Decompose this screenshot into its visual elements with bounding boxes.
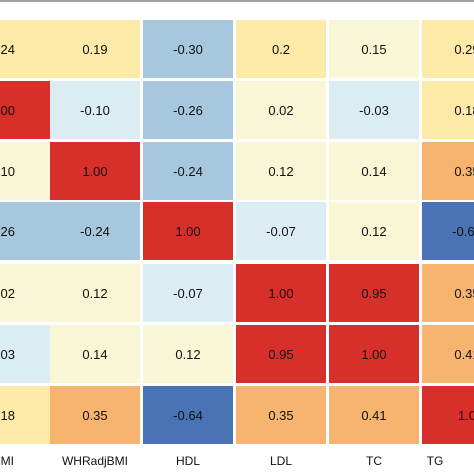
heatmap-cell-label: 00 [1,103,15,118]
heatmap-cell-label: -0.64 [452,224,474,239]
heatmap-cell-label: 0.02 [268,103,293,118]
heatmap-cell [143,202,233,260]
x-axis-tick-label: LDL [270,454,292,468]
heatmap-cell-label: 1.00 [175,224,200,239]
heatmap-cell-label: 0.35 [454,164,474,179]
heatmap-cell-label: 0.29 [454,42,474,57]
heatmap-cell [50,325,140,383]
heatmap-cell [329,264,419,322]
heatmap-cell-label: 18 [1,408,15,423]
heatmap-cell [0,386,50,444]
heatmap-cell-label: 0.41 [361,408,386,423]
heatmap-cell-label: 0.12 [175,347,200,362]
heatmap-cell [143,20,233,78]
heatmap-cell-label: 0.12 [82,286,107,301]
heatmap-cell-label: -0.10 [80,103,110,118]
heatmap-cell [143,142,233,200]
heatmap-cell [143,325,233,383]
heatmap-cell-label: 0.35 [268,408,293,423]
heatmap-cell [422,81,474,139]
heatmap-cell [422,264,474,322]
heatmap-cell [422,386,474,444]
heatmap-cell-label: -0.24 [173,164,203,179]
heatmap-cell [50,142,140,200]
heatmap-cell-label: 1.0 [458,408,474,423]
heatmap-cell-label: -0.26 [173,103,203,118]
heatmap-cell-label: 0.19 [82,42,107,57]
heatmap-cell [236,202,326,260]
heatmap-cell [50,386,140,444]
heatmap-cell-label: .24 [0,42,15,57]
heatmap-cell-label: -0.24 [80,224,110,239]
heatmap-cell [0,142,50,200]
heatmap-cell-label: 0.12 [268,164,293,179]
heatmap-cell [143,386,233,444]
heatmap-cell-label: 0.18 [454,103,474,118]
heatmap-cell [236,264,326,322]
heatmap-cell [329,202,419,260]
x-axis-tick-label: MI [1,454,14,468]
heatmap-cell [0,325,50,383]
x-axis-tick-label: TC [366,454,382,468]
heatmap-cell [50,81,140,139]
heatmap-cell-label: 0.14 [82,347,107,362]
heatmap-cell-label: 26 [1,224,15,239]
heatmap-cell-label: 0.12 [361,224,386,239]
heatmap-cell [0,202,50,260]
heatmap-cell-label: -0.30 [173,42,203,57]
heatmap-cell [236,325,326,383]
heatmap-cell [50,20,140,78]
heatmap-cell-label: 1.00 [82,164,107,179]
heatmap-cell-label: 0.95 [361,286,386,301]
heatmap-cell-label: -0.07 [266,224,296,239]
heatmap-cell-label: 003 [0,347,15,362]
heatmap-cell [236,81,326,139]
heatmap-cell-label: 1.00 [361,347,386,362]
heatmap-cell [0,264,50,322]
heatmap-cell [0,81,50,139]
heatmap-cell [236,142,326,200]
heatmap-cell [422,325,474,383]
heatmap-cell [236,20,326,78]
heatmap-cell-label: -0.03 [359,103,389,118]
heatmap-cell [329,142,419,200]
heatmap-cell [143,264,233,322]
heatmap-cell-label: 0.35 [454,286,474,301]
heatmap-cell [422,20,474,78]
heatmap-cell [329,20,419,78]
heatmap-cell-label: 0.41 [454,347,474,362]
heatmap-cell [236,386,326,444]
heatmap-cell-label: -0.07 [173,286,203,301]
heatmap-cell [422,142,474,200]
x-axis-tick-label: WHRadjBMI [62,454,128,468]
heatmap-cell [50,202,140,260]
heatmap-cell-label: 0.95 [268,347,293,362]
heatmap-cell-label: 0.14 [361,164,386,179]
heatmap-cell [329,81,419,139]
x-axis-tick-label: HDL [176,454,200,468]
heatmap-cell [329,386,419,444]
heatmap-cell-label: 0.15 [361,42,386,57]
heatmap-cell-label: 02 [1,286,15,301]
heatmap-cell-label: 10 [1,164,15,179]
heatmap-cell-label: 0.35 [82,408,107,423]
heatmap-cell [0,20,50,78]
heatmap-cell [329,325,419,383]
heatmap-cell [422,202,474,260]
heatmap-cell-label: 0.2 [272,42,290,57]
heatmap-cell-label: 1.00 [268,286,293,301]
heatmap-cell [143,81,233,139]
x-axis-tick-label: TG [427,454,444,468]
heatmap-cell [50,264,140,322]
heatmap-cell-label: -0.64 [173,408,203,423]
